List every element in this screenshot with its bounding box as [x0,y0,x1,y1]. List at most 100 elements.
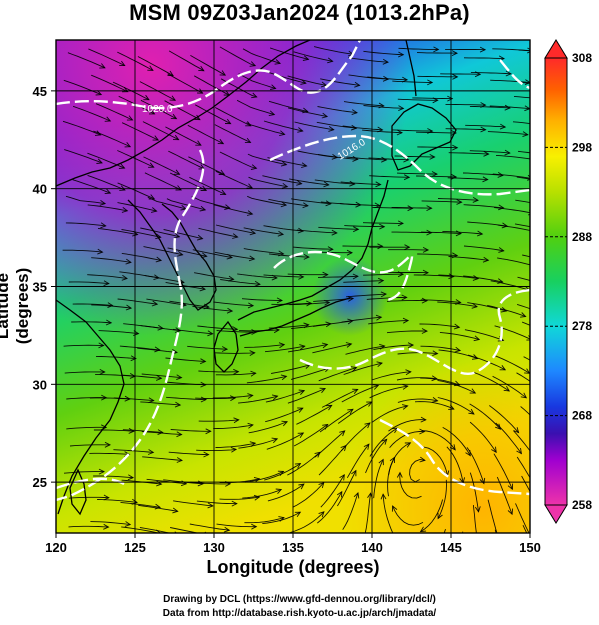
x-tick-label: 140 [361,540,383,555]
coastline-japan-south [239,297,351,337]
streamline [262,175,302,185]
streamline-arrow [507,508,514,516]
streamline-arrow [279,130,286,137]
isobar-ne [499,59,530,90]
streamline-arrow [396,471,403,478]
streamline [164,100,201,120]
streamline [371,371,411,381]
streamline-arrow [420,416,427,423]
streamline-arrow [306,300,313,307]
streamline-arrow [233,368,240,375]
streamline-arrow [200,358,207,365]
streamline-arrow [233,417,240,424]
streamline [220,279,260,285]
streamline-arrow [500,306,508,313]
streamline-arrow [352,273,359,280]
streamline [397,352,438,355]
streamline [391,206,432,209]
streamline-arrow [318,511,325,518]
streamline-arrow [526,47,530,54]
streamline-arrow [372,384,380,390]
streamline-arrow [497,278,504,284]
streamline [423,446,448,476]
streamline-arrow [381,156,388,163]
streamline [372,206,413,209]
streamline [420,231,462,235]
streamline [313,298,354,302]
streamline [87,174,126,191]
streamline [341,316,382,323]
y-tick-label: 30 [33,377,47,392]
streamline-arrow [482,256,490,263]
streamline [343,280,384,283]
streamline [317,106,358,114]
streamline-arrow [275,488,283,494]
streamline-arrow [119,60,126,67]
streamline-arrow [421,328,429,334]
streamline [246,122,285,135]
streamline [469,421,497,453]
streamline [392,80,433,83]
streamline [314,179,355,185]
streamline-arrow [198,65,205,72]
x-tick-label: 125 [124,540,146,555]
streamline-arrow [325,200,332,207]
streamline-arrow [431,375,438,382]
streamline [419,323,460,328]
streamline [90,521,131,526]
streamline-arrow [378,277,385,284]
streamline [93,130,131,148]
streamline-arrow [516,448,522,455]
streamline [246,375,287,384]
streamline-arrow [480,126,487,133]
streamline [244,517,285,524]
streamline [137,56,174,76]
streamline-arrow [520,392,528,399]
streamline [66,426,107,430]
streamline [318,226,359,230]
streamline [346,443,370,479]
streamline-arrow [327,246,334,253]
streamline-arrow [95,90,103,96]
streamline [289,301,330,306]
streamline-arrow [154,346,161,353]
streamline [214,352,255,354]
streamline [497,224,530,231]
streamline-arrow [107,302,114,309]
streamline-arrow [280,201,288,208]
streamline [515,503,530,533]
streamline-arrow [472,275,480,281]
streamline [172,328,213,335]
streamline-arrow [427,79,434,86]
streamline [165,126,202,146]
streamline-arrow [103,523,110,530]
streamline-arrow [228,275,235,282]
streamline-arrow [504,149,511,156]
streamline-arrow [336,490,343,498]
coastline-asia [56,40,311,187]
streamline-arrow [173,232,181,239]
streamline-arrow [301,162,308,169]
streamline [442,230,483,235]
streamline [369,175,410,178]
streamline-arrow [303,254,310,260]
streamline-arrow [354,81,361,88]
streamline [143,246,183,256]
streamline [362,222,403,224]
streamline [71,321,112,324]
streamline [219,46,256,67]
streamline [386,300,428,302]
streamline [117,298,158,305]
streamline-arrow [271,394,279,401]
streamline [190,481,231,485]
streamline [213,204,253,215]
streamline-arrow [454,346,462,353]
streamline-arrow [152,135,160,141]
streamline [144,274,184,283]
streamline-arrow [195,140,202,146]
streamline [189,176,226,195]
colorbar-bottom-arrow [544,504,568,524]
streamline-arrow [381,438,388,445]
streamline [340,181,381,186]
streamline [236,99,275,116]
